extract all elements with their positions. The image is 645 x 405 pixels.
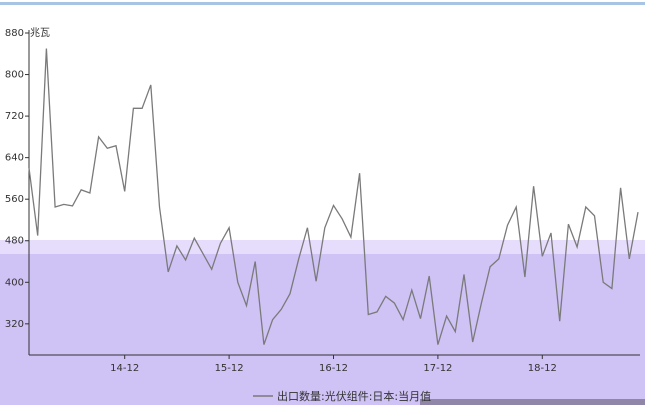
y-tick-label: 400 [5,277,24,288]
y-tick-label: 560 [5,194,24,205]
x-tick-label: 18-12 [528,363,557,374]
x-tick-label: 16-12 [319,363,348,374]
y-tick-label: 480 [5,236,24,247]
legend-label: 出口数量:光伏组件:日本:当月值 [277,389,431,403]
y-tick-label: 720 [5,111,24,122]
x-tick-label: 17-12 [423,363,452,374]
y-unit: 兆瓦 [30,27,50,39]
overlay-bar [420,399,645,405]
overlay [0,254,645,405]
overlay-strip [0,240,645,254]
y-tick-label: 880 [5,28,24,39]
top-border [0,2,645,5]
y-tick-label: 640 [5,153,24,164]
x-tick-label: 14-12 [110,363,139,374]
line-series [28,48,639,345]
y-tick-label: 800 [5,70,24,81]
y-tick-label: 320 [5,319,24,330]
x-tick-label: 15-12 [215,363,244,374]
